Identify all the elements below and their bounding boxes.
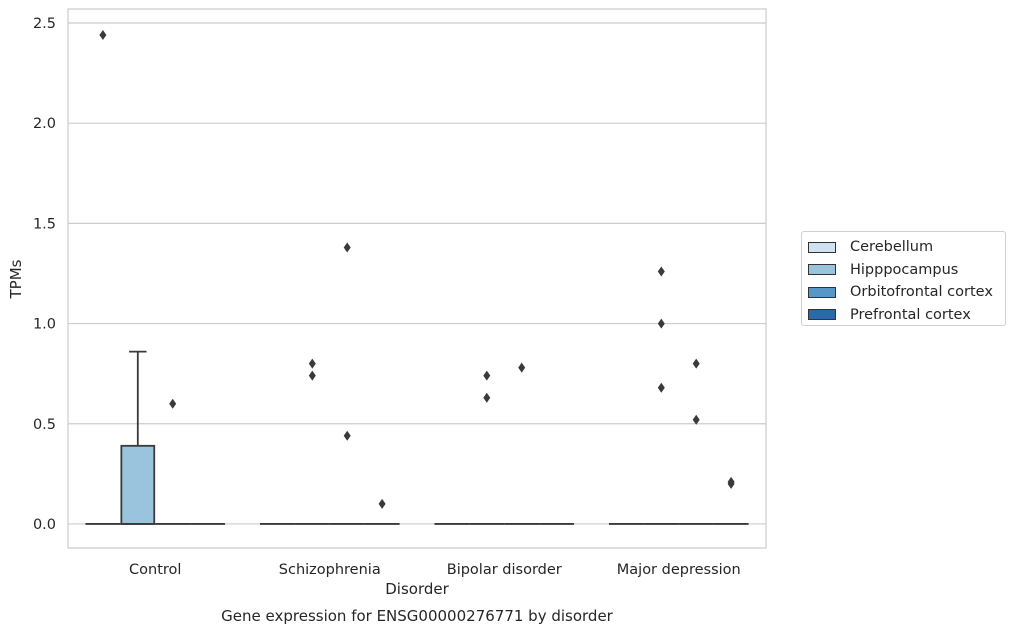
box-group <box>643 266 679 525</box>
outlier-point <box>343 430 351 441</box>
outlier-point <box>692 358 700 369</box>
x-tick-label: Bipolar disorder <box>447 562 562 578</box>
outlier-point <box>343 242 351 253</box>
legend-item: Prefrontal cortex <box>808 304 1005 327</box>
box-group <box>329 242 365 525</box>
legend-item: Hipppocampus <box>808 259 1005 282</box>
box-group <box>85 30 121 525</box>
outlier-point <box>378 498 386 509</box>
outlier-point <box>657 382 665 393</box>
y-tick-label: 0.0 <box>33 517 56 533</box>
outlier-point <box>169 398 177 409</box>
outlier-point <box>308 358 316 369</box>
y-axis-label: TPMs <box>7 259 25 299</box>
legend-label: Prefrontal cortex <box>850 306 971 323</box>
x-tick-label: Schizophrenia <box>279 562 381 578</box>
outlier-point <box>483 392 491 403</box>
legend-label: Hipppocampus <box>850 261 959 278</box>
y-tick-label: 1.5 <box>33 216 56 232</box>
outlier-point <box>692 414 700 425</box>
outlier-point <box>657 318 665 329</box>
y-tick-labels: 0.0 0.5 1.0 1.5 2.0 2.5 <box>33 16 56 533</box>
y-tick-label: 2.5 <box>33 16 56 32</box>
boxes-layer <box>85 30 749 525</box>
box-group <box>120 350 156 525</box>
box-group <box>504 362 540 525</box>
box <box>120 444 156 525</box>
legend: Cerebellum Hipppocampus Orbitofrontal co… <box>801 231 1006 326</box>
x-tick-labels: Control Schizophrenia Bipolar disorder Majo… <box>129 562 741 578</box>
legend-swatch <box>808 264 836 276</box>
box-group <box>155 398 191 525</box>
outlier-point <box>99 30 107 41</box>
box-group <box>364 498 400 525</box>
chart-title: Gene expression for ENSG00000276771 by d… <box>221 607 613 625</box>
legend-label: Orbitofrontal cortex <box>850 284 993 301</box>
y-tick-label: 1.0 <box>33 317 56 333</box>
legend-swatch <box>808 309 836 321</box>
y-tick-label: 2.0 <box>33 116 56 132</box>
legend-label: Cerebellum <box>850 239 934 256</box>
legend-swatch <box>808 241 836 253</box>
outlier-point <box>727 478 735 489</box>
y-tick-label: 0.5 <box>33 417 56 433</box>
outlier-point <box>483 370 491 381</box>
legend-item: Cerebellum <box>808 236 1005 259</box>
legend-swatch <box>808 286 836 298</box>
box-group <box>678 358 714 525</box>
outlier-point <box>657 266 665 277</box>
box-group <box>713 476 749 525</box>
box-group <box>469 370 505 525</box>
outlier-point <box>308 370 316 381</box>
plot-frame <box>67 8 767 549</box>
box-group <box>294 358 330 525</box>
legend-item: Orbitofrontal cortex <box>808 281 1005 304</box>
x-tick-label: Major depression <box>617 562 741 578</box>
x-axis-label: Disorder <box>385 580 449 598</box>
outlier-point <box>518 362 526 373</box>
x-tick-label: Control <box>129 562 181 578</box>
